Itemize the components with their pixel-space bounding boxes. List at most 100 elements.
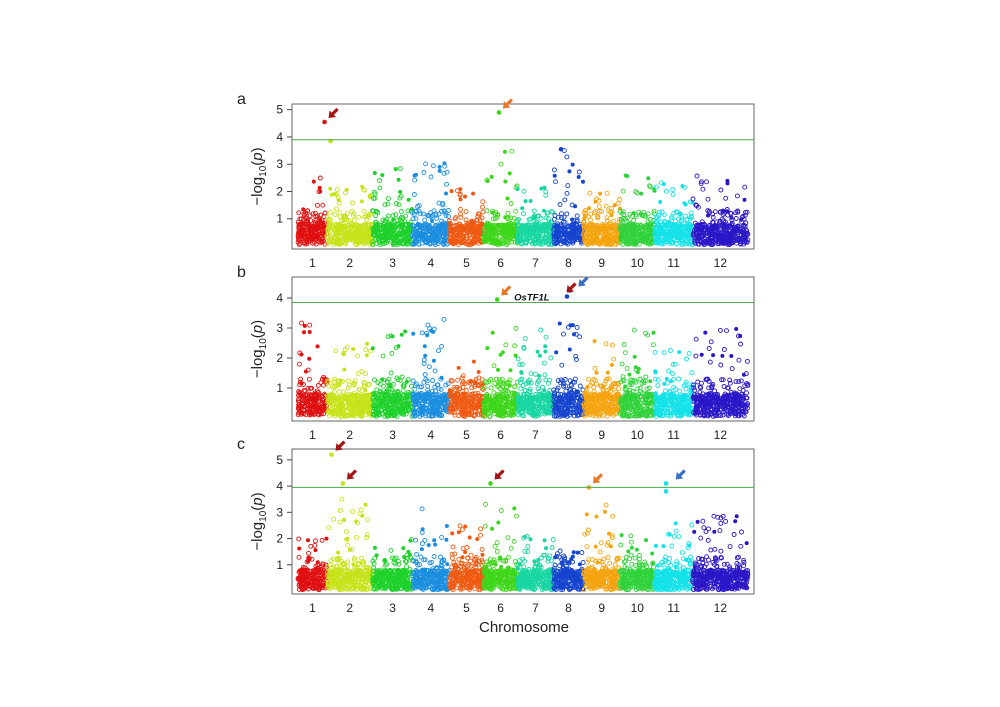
data-point bbox=[406, 197, 411, 202]
data-point bbox=[582, 216, 587, 221]
data-point bbox=[302, 323, 307, 328]
data-point bbox=[393, 212, 399, 218]
data-point bbox=[318, 189, 323, 194]
data-point bbox=[581, 179, 585, 184]
data-point bbox=[399, 374, 405, 380]
panel-letter: a bbox=[237, 91, 246, 108]
data-point bbox=[471, 239, 477, 245]
data-point bbox=[325, 227, 331, 233]
data-point bbox=[485, 346, 490, 351]
data-point bbox=[443, 213, 449, 219]
data-point bbox=[543, 189, 549, 195]
data-point bbox=[428, 213, 434, 219]
data-point bbox=[308, 218, 314, 224]
data-point bbox=[364, 216, 370, 222]
data-point bbox=[411, 230, 417, 236]
data-point bbox=[315, 236, 321, 242]
data-point bbox=[370, 239, 376, 245]
x-tick-label: 1 bbox=[309, 256, 316, 270]
data-point bbox=[416, 236, 422, 242]
data-point bbox=[430, 218, 434, 223]
data-point bbox=[299, 320, 305, 326]
data-point bbox=[631, 218, 637, 224]
data-point bbox=[423, 161, 429, 167]
data-point bbox=[336, 222, 342, 228]
data-point bbox=[310, 211, 316, 217]
data-point bbox=[477, 231, 483, 237]
data-point bbox=[541, 360, 547, 366]
data-point bbox=[332, 192, 337, 196]
data-point bbox=[328, 186, 333, 191]
data-point bbox=[317, 185, 322, 190]
data-point bbox=[390, 213, 396, 219]
data-point bbox=[541, 208, 546, 213]
data-point bbox=[488, 385, 494, 391]
data-point bbox=[377, 185, 383, 191]
data-point bbox=[425, 213, 431, 218]
data-point bbox=[406, 227, 411, 233]
data-point bbox=[300, 225, 306, 231]
data-point bbox=[485, 179, 490, 183]
data-point bbox=[512, 343, 518, 349]
data-point bbox=[458, 187, 463, 192]
data-point bbox=[393, 167, 398, 172]
data-point bbox=[545, 216, 551, 222]
data-point bbox=[314, 233, 320, 239]
data-point bbox=[420, 211, 426, 217]
data-point bbox=[439, 218, 445, 224]
data-point bbox=[298, 225, 304, 231]
data-point bbox=[511, 215, 517, 221]
data-point bbox=[344, 228, 350, 234]
data-point bbox=[412, 177, 418, 183]
data-point bbox=[408, 383, 414, 389]
data-point bbox=[411, 229, 417, 235]
data-point bbox=[447, 220, 452, 226]
data-point bbox=[400, 223, 406, 229]
data-point bbox=[562, 219, 568, 225]
data-point bbox=[312, 210, 318, 216]
data-point bbox=[387, 384, 392, 389]
data-point bbox=[495, 212, 501, 218]
data-point bbox=[513, 208, 519, 214]
data-point bbox=[422, 222, 428, 228]
data-point bbox=[492, 229, 498, 235]
data-point bbox=[507, 171, 512, 176]
data-point bbox=[515, 235, 521, 241]
data-point bbox=[498, 240, 504, 246]
data-point bbox=[379, 236, 385, 242]
data-point bbox=[385, 234, 391, 240]
data-point bbox=[296, 210, 302, 216]
data-point bbox=[385, 334, 391, 340]
data-point bbox=[516, 238, 522, 244]
data-point bbox=[631, 211, 636, 216]
data-point bbox=[569, 239, 575, 245]
data-point bbox=[448, 227, 454, 233]
significant-point bbox=[322, 119, 327, 125]
data-point bbox=[531, 208, 537, 214]
data-point bbox=[468, 379, 473, 384]
data-point bbox=[481, 239, 487, 245]
data-point bbox=[368, 234, 374, 240]
scatter-points bbox=[295, 316, 751, 419]
x-tick-label: 5 bbox=[463, 256, 470, 270]
data-point bbox=[396, 202, 402, 208]
data-point bbox=[520, 224, 526, 230]
data-point bbox=[391, 234, 396, 240]
x-tick-label: 8 bbox=[565, 256, 572, 270]
x-tick-label: 7 bbox=[532, 256, 539, 270]
data-point bbox=[513, 326, 519, 331]
data-point bbox=[422, 217, 428, 223]
plot-frame bbox=[291, 103, 755, 250]
data-point bbox=[339, 218, 344, 224]
data-point bbox=[334, 241, 340, 247]
data-point bbox=[528, 199, 533, 203]
data-point bbox=[639, 191, 644, 196]
data-point bbox=[427, 228, 432, 234]
data-point bbox=[322, 241, 328, 247]
data-point bbox=[405, 208, 411, 214]
data-point bbox=[331, 389, 337, 395]
y-tick-label: 1 bbox=[276, 381, 283, 395]
data-point bbox=[430, 163, 436, 169]
